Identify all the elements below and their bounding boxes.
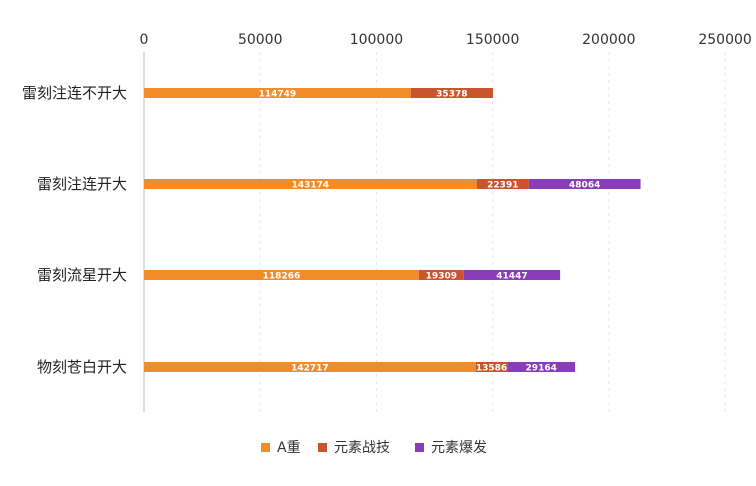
data-label: 48064 bbox=[569, 181, 600, 191]
legend-label: A重 bbox=[277, 440, 301, 456]
bar-segment bbox=[144, 179, 477, 189]
data-label: 41447 bbox=[496, 272, 527, 282]
bar-segment bbox=[475, 362, 508, 372]
data-label: 142717 bbox=[291, 364, 329, 374]
data-label: 19309 bbox=[426, 272, 457, 282]
bar-segment bbox=[418, 270, 464, 280]
x-axis: 0 50000 100000 150000 200000 250000 bbox=[140, 32, 752, 48]
category-label: 雷刻注连不开大 bbox=[22, 84, 127, 102]
data-label: 118266 bbox=[263, 272, 301, 282]
legend-swatch bbox=[261, 443, 270, 452]
legend-label: 元素爆发 bbox=[431, 440, 487, 456]
bar-segment bbox=[144, 270, 419, 280]
data-label: 35378 bbox=[436, 90, 467, 100]
category-label: 雷刻注连开大 bbox=[37, 175, 127, 193]
x-tick-label: 200000 bbox=[582, 32, 635, 48]
x-tick-label: 0 bbox=[140, 32, 149, 48]
category-label: 雷刻流星开大 bbox=[37, 266, 127, 284]
category-label: 物刻苍白开大 bbox=[37, 358, 127, 376]
bar-segment bbox=[507, 362, 576, 372]
bar-segment bbox=[463, 270, 561, 280]
data-label: 13586 bbox=[476, 364, 507, 374]
bar-segment bbox=[144, 88, 411, 98]
bar-segment bbox=[410, 88, 493, 98]
legend-swatch bbox=[415, 443, 424, 452]
bar-segment bbox=[528, 179, 641, 189]
grid-lines bbox=[143, 52, 726, 412]
bar-segment bbox=[476, 179, 529, 189]
legend: A重 元素战技 元素爆发 bbox=[261, 440, 487, 456]
x-tick-label: 100000 bbox=[350, 32, 403, 48]
data-label: 22391 bbox=[487, 181, 518, 191]
legend-label: 元素战技 bbox=[334, 440, 390, 456]
legend-swatch bbox=[318, 443, 327, 452]
bars: 114749 35378 143174 22391 48064 118266 19309 41… bbox=[144, 88, 641, 374]
x-tick-label: 250000 bbox=[698, 32, 751, 48]
data-label: 29164 bbox=[526, 364, 557, 374]
bar-segment bbox=[144, 362, 476, 372]
data-label: 143174 bbox=[292, 181, 330, 191]
x-tick-label: 150000 bbox=[466, 32, 519, 48]
x-tick-label: 50000 bbox=[238, 32, 283, 48]
data-label: 114749 bbox=[259, 90, 297, 100]
